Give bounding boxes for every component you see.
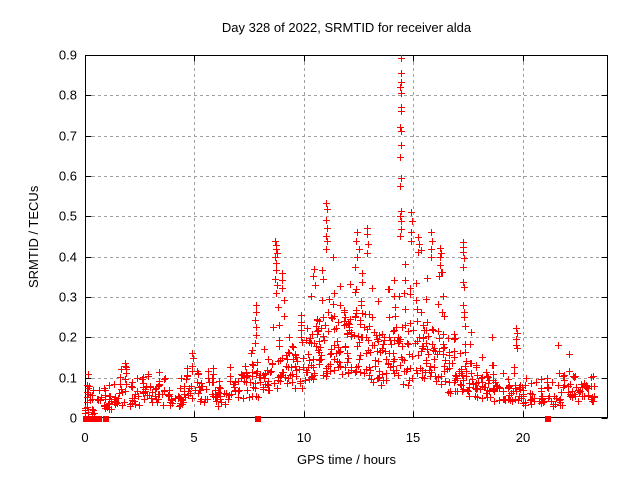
x-tick-label: 0: [81, 430, 88, 445]
zero-marker: [96, 416, 102, 422]
scatter-points: [82, 55, 598, 418]
y-tick-label: 0.7: [59, 129, 77, 144]
y-tick-label: 0.6: [59, 169, 77, 184]
zero-marker: [545, 416, 551, 422]
y-tick-label: 0: [70, 411, 77, 426]
x-tick-label: 10: [297, 430, 311, 445]
x-axis-label: GPS time / hours: [297, 452, 396, 467]
y-tick-label: 0.8: [59, 88, 77, 103]
y-tick-label: 0.4: [59, 250, 77, 265]
zero-marker: [255, 416, 261, 422]
y-tick-label: 0.3: [59, 290, 77, 305]
y-tick-label: 0.2: [59, 330, 77, 345]
zero-marker: [103, 416, 109, 422]
chart-title: Day 328 of 2022, SRMTID for receiver ald…: [221, 20, 472, 35]
zero-marker: [89, 416, 95, 422]
y-tick-label: 0.1: [59, 371, 77, 386]
x-tick-label: 15: [406, 430, 420, 445]
plot-border: [85, 55, 608, 418]
zero-marker: [83, 416, 89, 422]
x-tick-label: 5: [190, 430, 197, 445]
y-tick-label: 0.9: [59, 48, 77, 63]
x-tick-label: 20: [516, 430, 530, 445]
y-tick-label: 0.5: [59, 209, 77, 224]
